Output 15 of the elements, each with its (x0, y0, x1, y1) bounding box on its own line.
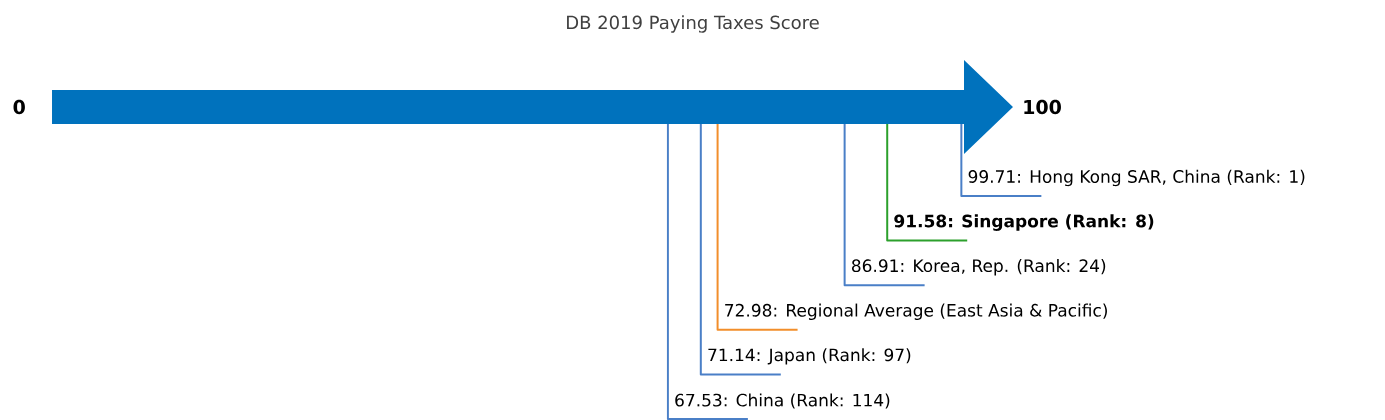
text: DB 2019 Paying Taxes Score (567, 15, 819, 33)
data-label: 91.58: (894, 214, 953, 228)
category-label: Singapore (Rank: 8) (962, 214, 1154, 231)
category-label: Hong Kong SAR, China (Rank: 1) (1030, 169, 1305, 187)
data-label: 99.71: (968, 170, 1020, 183)
category-label: China (Rank: 114) (736, 393, 890, 409)
text: 0 (13, 99, 25, 115)
category-label: Regional Average (East Asia & Pacific) (787, 303, 1107, 321)
category-label: Japan (Rank: 97) (767, 348, 911, 365)
data-label: 67.53: (675, 393, 727, 407)
data-label: 71.14: (708, 348, 760, 362)
category-label: Korea, Rep. (Rank: 24) (914, 258, 1106, 276)
data-label: 72.98: (725, 303, 777, 317)
data-label: 86.91: (851, 259, 904, 273)
text: 100 (1024, 99, 1061, 115)
